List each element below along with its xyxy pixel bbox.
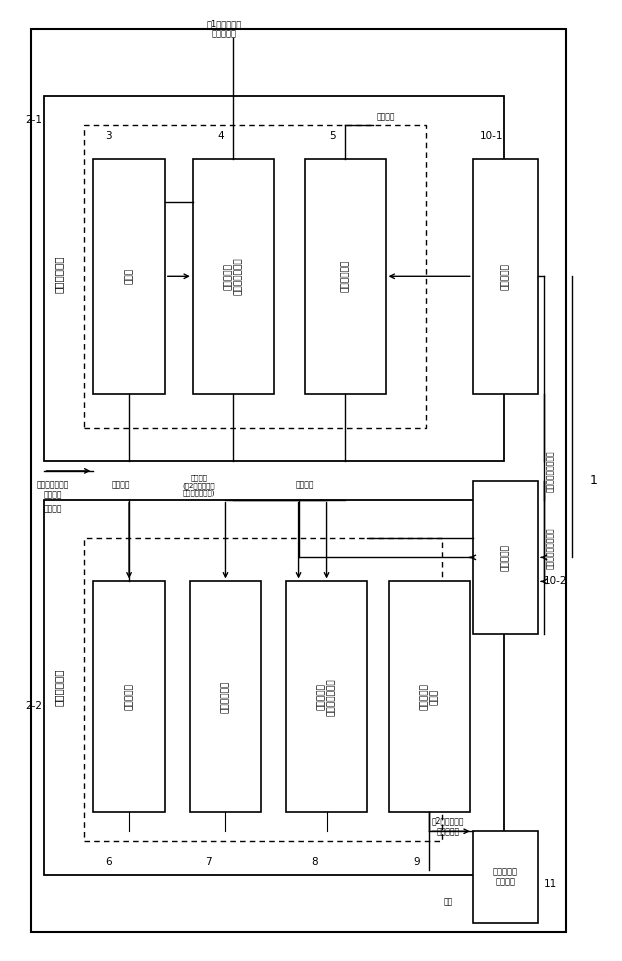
Bar — [31, 29, 566, 932]
Bar — [93, 159, 165, 394]
Text: 2-1: 2-1 — [26, 115, 43, 125]
Text: 判断部: 判断部 — [124, 268, 134, 284]
Bar — [93, 581, 165, 812]
Bar — [44, 96, 504, 461]
Text: 1: 1 — [590, 474, 598, 487]
Text: 第２センサ: 第２センサ — [501, 544, 510, 571]
Text: 第２システム: 第２システム — [54, 668, 64, 706]
Bar — [190, 581, 261, 812]
Text: 制御: 制御 — [443, 897, 452, 906]
Text: 第１センサ: 第１センサ — [501, 263, 510, 289]
Text: 3: 3 — [106, 132, 112, 141]
Text: 8: 8 — [311, 857, 317, 867]
Text: データ送信部: データ送信部 — [341, 260, 350, 292]
Text: 第2システム用
プログラム: 第2システム用 プログラム — [432, 817, 464, 836]
Text: 第１システム: 第１システム — [54, 255, 64, 293]
Text: タイムスケジュール: タイムスケジュール — [546, 450, 555, 492]
Text: データ取得部: データ取得部 — [221, 680, 230, 713]
Text: 判断結果: 判断結果 — [44, 505, 62, 514]
Bar — [473, 159, 538, 394]
Text: 検出結果
(第2システム用
タイムリリース): 検出結果 (第2システム用 タイムリリース) — [183, 475, 215, 496]
Bar — [473, 480, 538, 634]
Text: 2-2: 2-2 — [26, 702, 43, 711]
Bar — [44, 500, 504, 875]
Bar — [286, 581, 367, 812]
Bar — [305, 159, 386, 394]
Text: タイムスケジュール: タイムスケジュール — [546, 527, 555, 569]
Text: 検出結果: 検出結果 — [376, 112, 395, 122]
Text: 6: 6 — [106, 857, 112, 867]
Text: 要求発行部: 要求発行部 — [124, 683, 134, 710]
Text: 7: 7 — [205, 857, 211, 867]
Bar — [84, 538, 442, 841]
Text: 飛しょう体
制御部: 飛しょう体 制御部 — [419, 683, 439, 710]
Text: 検出結果: 検出結果 — [295, 480, 314, 490]
Bar — [389, 581, 470, 812]
Text: 10-1: 10-1 — [480, 132, 503, 141]
Text: タイムリソース
確保要求: タイムリソース 確保要求 — [37, 480, 69, 500]
Text: 10-2: 10-2 — [544, 577, 568, 586]
Text: 第１タイム
スケジューラ部: 第１タイム スケジューラ部 — [223, 258, 243, 295]
Text: 第1システム用
プログラム: 第1システム用 プログラム — [207, 19, 241, 38]
Text: 飛しょう体
発射装置: 飛しょう体 発射装置 — [493, 867, 518, 887]
Text: 9: 9 — [414, 857, 420, 867]
Text: 判断結果: 判断結果 — [112, 480, 131, 490]
Bar — [473, 831, 538, 923]
Bar — [84, 125, 426, 428]
Text: 4: 4 — [218, 132, 224, 141]
Bar — [193, 159, 274, 394]
Text: 第２タイム
スケジューラ部: 第２タイム スケジューラ部 — [317, 678, 337, 716]
Text: 11: 11 — [544, 879, 557, 889]
Text: 5: 5 — [330, 132, 336, 141]
